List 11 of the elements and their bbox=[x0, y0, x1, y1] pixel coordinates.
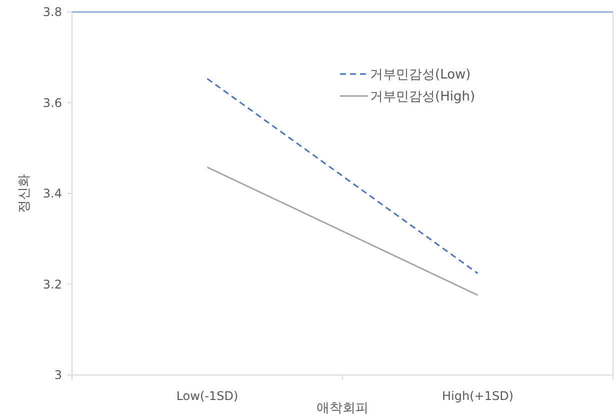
legend-label: 거부민감성(High) bbox=[370, 90, 476, 105]
x-tick-label: Low(-1SD) bbox=[176, 389, 238, 403]
y-axis-title: 정신화 bbox=[17, 174, 32, 213]
y-tick-label: 3.4 bbox=[42, 186, 62, 201]
y-tick-label: 3.2 bbox=[42, 277, 62, 292]
y-tick-label: 3.6 bbox=[42, 96, 62, 110]
legend-label: 거부민감성(Low) bbox=[370, 68, 471, 83]
y-tick-label: 3 bbox=[54, 368, 62, 382]
y-tick-label: 3.8 bbox=[42, 5, 62, 20]
x-tick-label: High(+1SD) bbox=[442, 389, 514, 403]
x-axis-title: 애착회피 bbox=[316, 401, 368, 414]
